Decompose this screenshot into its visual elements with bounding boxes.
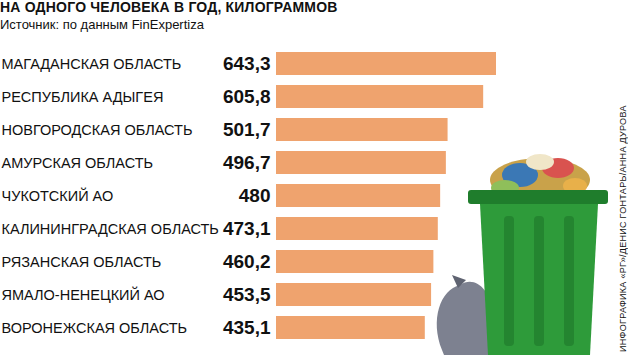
svg-text:480: 480 xyxy=(239,185,271,206)
svg-text:605,8: 605,8 xyxy=(223,86,271,107)
svg-text:АМУРСКАЯ ОБЛАСТЬ: АМУРСКАЯ ОБЛАСТЬ xyxy=(2,155,154,171)
svg-text:643,3: 643,3 xyxy=(223,53,271,74)
svg-text:473,1: 473,1 xyxy=(223,218,271,239)
svg-text:501,7: 501,7 xyxy=(223,119,271,140)
html-text:ИНФОГРАФИКА «РГ»/ДЕНИС ГОНТАРЬ: ИНФОГРАФИКА «РГ»/ДЕНИС ГОНТАРЬ/АННА ДУРО… xyxy=(618,105,628,352)
svg-text:496,7: 496,7 xyxy=(223,152,271,173)
svg-text:НОВГОРОДСКАЯ ОБЛАСТЬ: НОВГОРОДСКАЯ ОБЛАСТЬ xyxy=(2,122,193,138)
svg-text:ЯМАЛО-НЕНЕЦКИЙ АО: ЯМАЛО-НЕНЕЦКИЙ АО xyxy=(2,286,165,303)
svg-text:435,1: 435,1 xyxy=(223,317,271,338)
svg-text:ВОРОНЕЖСКАЯ ОБЛАСТЬ: ВОРОНЕЖСКАЯ ОБЛАСТЬ xyxy=(2,320,188,336)
svg-text:453,5: 453,5 xyxy=(223,284,271,305)
svg-text:РЕСПУБЛИКА АДЫГЕЯ: РЕСПУБЛИКА АДЫГЕЯ xyxy=(2,89,164,105)
svg-text:ЧУКОТСКИЙ АО: ЧУКОТСКИЙ АО xyxy=(2,187,114,204)
svg-text:МАГАДАНСКАЯ ОБЛАСТЬ: МАГАДАНСКАЯ ОБЛАСТЬ xyxy=(2,56,182,72)
html-text:НА ОДНОГО ЧЕЛОВЕКА В ГОД, КИЛО: НА ОДНОГО ЧЕЛОВЕКА В ГОД, КИЛОГРАММОВ xyxy=(0,0,338,15)
html-text:Источник: по данным FinExperti: Источник: по данным FinExpertiza xyxy=(0,17,204,32)
svg-text:РЯЗАНСКАЯ ОБЛАСТЬ: РЯЗАНСКАЯ ОБЛАСТЬ xyxy=(2,254,162,270)
svg-text:460,2: 460,2 xyxy=(223,251,271,272)
svg-text:КАЛИНИНГРАДСКАЯ ОБЛАСТЬ: КАЛИНИНГРАДСКАЯ ОБЛАСТЬ xyxy=(2,221,219,237)
